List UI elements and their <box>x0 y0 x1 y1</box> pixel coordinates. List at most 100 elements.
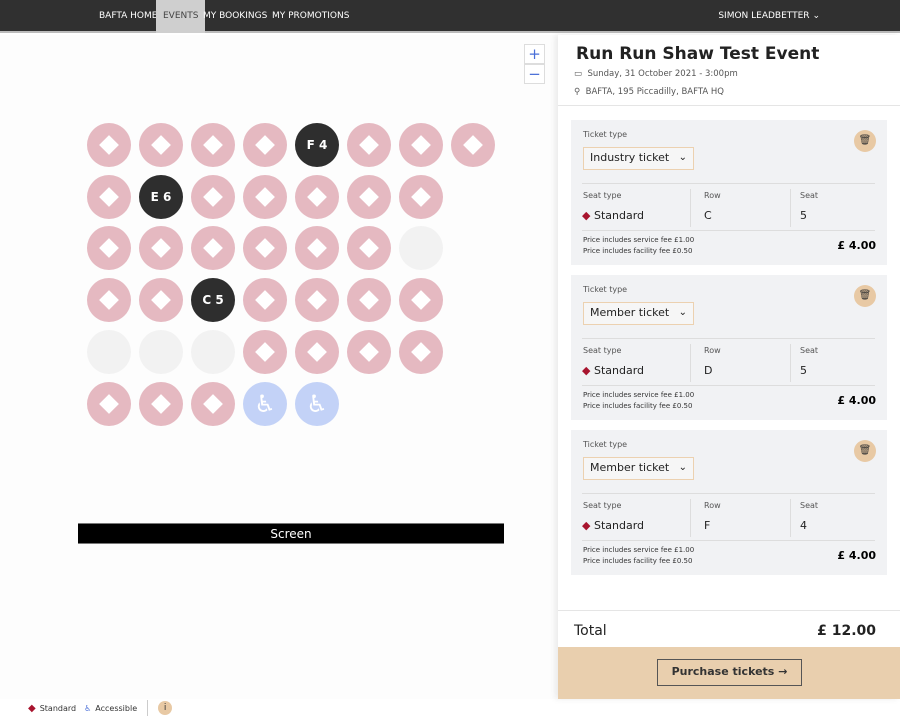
ticket-type-select[interactable]: Member ticket ⌄ <box>583 302 694 325</box>
seat-available[interactable] <box>243 329 287 374</box>
ticket-price: £ 4.00 <box>837 549 876 562</box>
seat-available[interactable] <box>347 174 391 219</box>
divider <box>690 499 691 537</box>
chevron-down-icon: ⌄ <box>678 152 687 163</box>
seat-accessible[interactable]: ♿ <box>243 381 287 426</box>
seat-available[interactable] <box>451 123 495 167</box>
seat-available[interactable] <box>295 278 339 323</box>
seat-accessible[interactable]: ♿ <box>295 381 339 426</box>
ticket-type-value: Industry ticket <box>590 151 670 164</box>
divider <box>558 105 900 106</box>
row-value: C <box>704 209 712 222</box>
seat-selected[interactable]: F 4 <box>295 123 339 167</box>
ticket-card: Ticket type Member ticket ⌄ 🗑 Seat type R… <box>571 430 887 575</box>
seat-diamond-icon <box>307 341 327 362</box>
trash-icon: 🗑 <box>858 135 872 146</box>
seat-diamond-icon <box>411 135 431 155</box>
trash-icon: 🗑 <box>858 445 872 456</box>
delete-ticket-button[interactable]: 🗑 <box>854 285 876 307</box>
seat-available[interactable] <box>191 174 235 219</box>
ticket-type-label: Ticket type <box>583 440 628 449</box>
seat-available[interactable] <box>399 123 443 167</box>
seat-diamond-icon <box>203 238 223 259</box>
location-pin-icon: ⚲ <box>574 87 581 97</box>
seat-selected[interactable]: E 6 <box>139 174 183 219</box>
seat-diamond-icon <box>359 290 379 310</box>
seat-available[interactable] <box>347 226 391 271</box>
seat-available[interactable] <box>87 226 131 271</box>
seat-available[interactable] <box>399 329 443 374</box>
nav-my-promotions[interactable]: MY PROMOTIONS <box>272 11 350 21</box>
facility-fee-note: Price includes facility fee £0.50 <box>583 557 693 565</box>
user-name: SIMON LEADBETTER <box>718 11 810 21</box>
event-title: Run Run Shaw Test Event <box>576 44 820 64</box>
purchase-tickets-button[interactable]: Purchase tickets → <box>657 659 802 686</box>
seat-available[interactable] <box>191 381 235 426</box>
seat-available[interactable] <box>243 226 287 271</box>
seat-selected[interactable]: C 5 <box>191 278 235 323</box>
divider <box>690 189 691 227</box>
seat-available[interactable] <box>139 226 183 271</box>
nav-events[interactable]: EVENTS <box>156 0 206 33</box>
seat-diamond-icon <box>151 135 171 155</box>
chevron-down-icon: ⌄ <box>678 307 687 318</box>
seat-available[interactable] <box>399 174 443 219</box>
event-date-text: Sunday, 31 October 2021 - 3:00pm <box>587 69 738 79</box>
delete-ticket-button[interactable]: 🗑 <box>854 440 876 462</box>
seat-available[interactable] <box>139 278 183 323</box>
seat-available[interactable] <box>347 278 391 323</box>
seat-available[interactable] <box>139 123 183 167</box>
row-value: F <box>704 519 711 532</box>
seat-diamond-icon <box>203 186 223 207</box>
divider <box>582 183 875 184</box>
divider <box>582 493 875 494</box>
seat-available[interactable] <box>295 226 339 271</box>
ticket-type-select[interactable]: Industry ticket ⌄ <box>583 147 694 170</box>
seat-diamond-icon <box>359 238 379 259</box>
seat-diamond-icon <box>99 393 119 414</box>
zoom-out-button[interactable]: − <box>524 64 545 84</box>
booking-panel: Run Run Shaw Test Event ▭ Sunday, 31 Oct… <box>558 35 900 699</box>
seat-value: 5 <box>800 209 807 222</box>
seat-available[interactable] <box>191 226 235 271</box>
seat-available[interactable] <box>87 123 131 167</box>
nav-my-bookings[interactable]: MY BOOKINGS <box>203 11 268 21</box>
seat-available[interactable] <box>399 278 443 323</box>
delete-ticket-button[interactable]: 🗑 <box>854 130 876 152</box>
seat-diamond-icon <box>307 238 327 259</box>
seat-available[interactable] <box>347 329 391 374</box>
standard-diamond-icon: ◆ <box>28 702 36 714</box>
seat-value: 5 <box>800 364 807 377</box>
seat-available[interactable] <box>87 381 131 426</box>
calendar-icon: ▭ <box>574 69 583 79</box>
seat-available[interactable] <box>243 123 287 167</box>
seat-diamond-icon <box>203 135 223 155</box>
seat-available[interactable] <box>295 329 339 374</box>
ticket-price: £ 4.00 <box>837 394 876 407</box>
ticket-type-select[interactable]: Member ticket ⌄ <box>583 457 694 480</box>
zoom-in-button[interactable]: + <box>524 44 545 64</box>
ticket-type-value: Member ticket <box>590 306 670 319</box>
seat-unavailable <box>399 226 443 271</box>
trash-icon: 🗑 <box>858 290 872 301</box>
seat-available[interactable] <box>87 174 131 219</box>
seat-available[interactable] <box>191 123 235 167</box>
seat-diamond-icon <box>411 186 431 207</box>
seat-type-value: ◆ Standard <box>582 364 644 377</box>
seat-available[interactable] <box>295 174 339 219</box>
ticket-card: Ticket type Member ticket ⌄ 🗑 Seat type R… <box>571 275 887 420</box>
user-menu[interactable]: SIMON LEADBETTER ⌄ <box>718 0 820 33</box>
seat-available[interactable] <box>243 174 287 219</box>
seat-diamond-icon <box>359 186 379 207</box>
seat-available[interactable] <box>87 278 131 323</box>
nav-bafta-home[interactable]: BAFTA HOME <box>99 11 158 21</box>
ticket-type-label: Ticket type <box>583 130 628 139</box>
event-venue-text: BAFTA, 195 Piccadilly, BAFTA HQ <box>585 87 724 97</box>
seat-unavailable <box>191 329 235 374</box>
seat-type-text: Standard <box>593 364 645 377</box>
seat-available[interactable] <box>347 123 391 167</box>
info-icon[interactable]: i <box>158 701 173 715</box>
seat-available[interactable] <box>243 278 287 323</box>
seat-available[interactable] <box>139 381 183 426</box>
seat-diamond-icon <box>99 135 119 155</box>
